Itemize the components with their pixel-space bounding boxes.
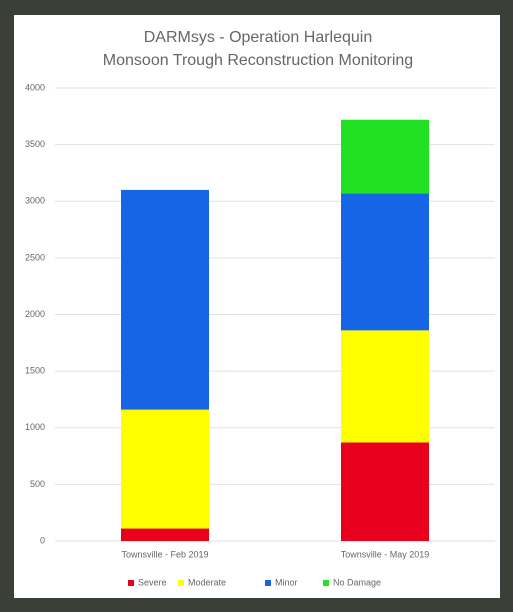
bar-segment [121,529,209,541]
bar-segment [341,120,429,194]
bar-segment [121,190,209,410]
x-tick-label: Townsville - Feb 2019 [121,549,208,559]
legend-label: Moderate [188,577,226,587]
bar-segment [341,193,429,330]
legend-swatch [265,580,271,586]
x-tick-label: Townsville - May 2019 [341,549,430,559]
y-tick-label: 0 [40,535,45,545]
y-tick-label: 4000 [25,82,45,92]
chart: DARMsys - Operation Harlequin Monsoon Tr… [0,0,513,612]
y-tick-label: 2500 [25,252,45,262]
bar-segment [341,330,429,442]
legend-label: No Damage [333,577,381,587]
y-tick-label: 3500 [25,139,45,149]
legend-label: Severe [138,577,167,587]
bar-segment [121,410,209,529]
y-tick-label: 3000 [25,196,45,206]
legend-label: Minor [275,577,298,587]
legend-swatch [323,580,329,586]
chart-title: DARMsys - Operation Harlequin [144,29,373,46]
bar-segment [341,442,429,541]
legend-swatch [128,580,134,586]
chart-subtitle: Monsoon Trough Reconstruction Monitoring [103,52,413,69]
page: DARMsys - Operation Harlequin Monsoon Tr… [0,0,513,612]
y-tick-label: 1000 [25,422,45,432]
y-tick-label: 2000 [25,309,45,319]
y-tick-label: 1500 [25,366,45,376]
legend-swatch [178,580,184,586]
y-tick-label: 500 [30,479,45,489]
